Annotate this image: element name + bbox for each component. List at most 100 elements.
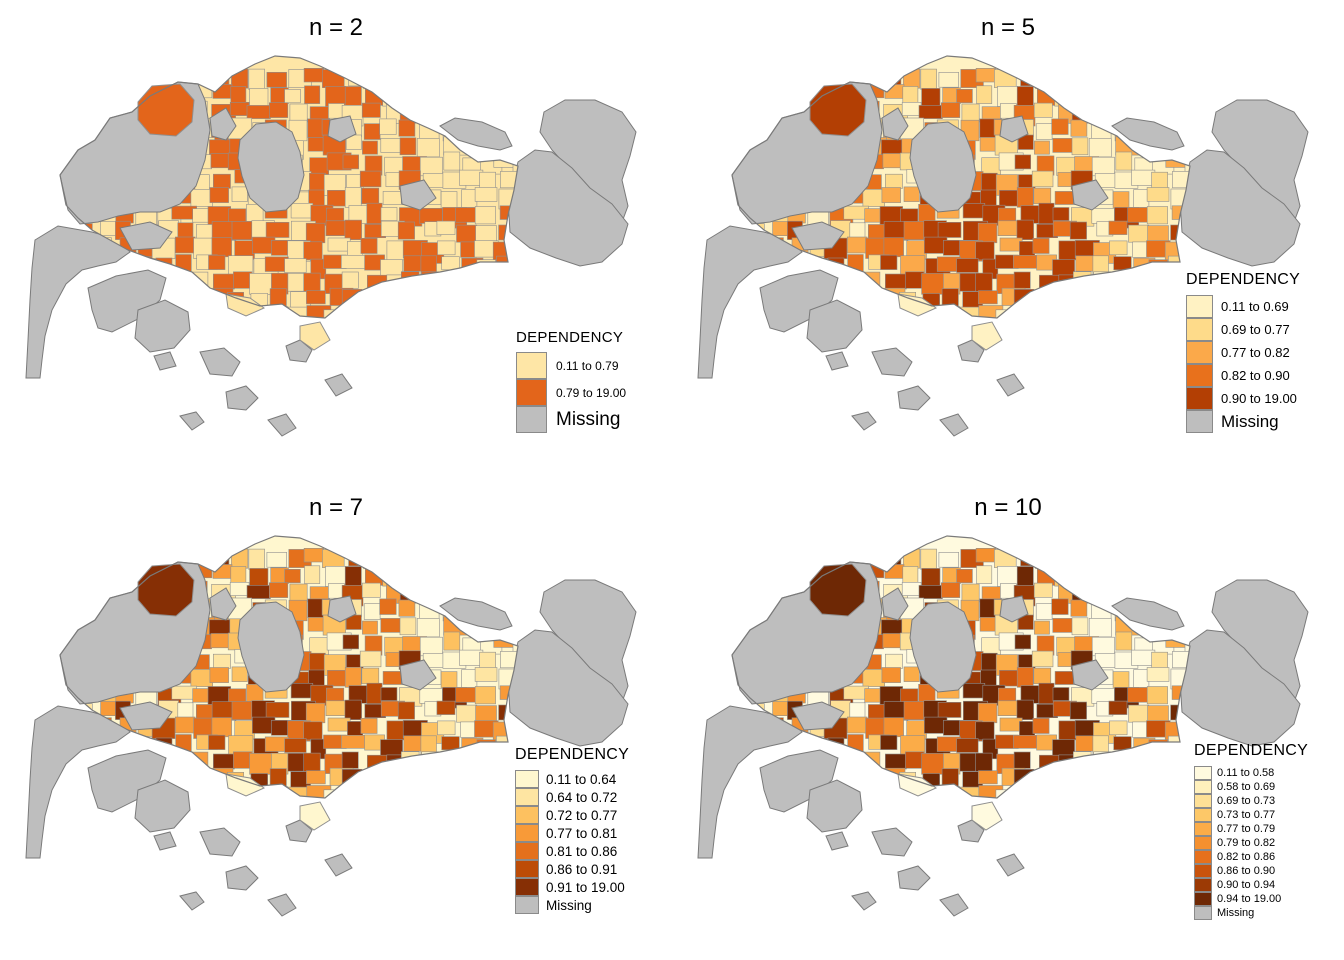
subzone [270, 306, 288, 318]
subzone [363, 788, 382, 798]
subzone [975, 752, 993, 772]
subzone [455, 207, 479, 223]
subzone [496, 255, 513, 273]
subzone [1092, 789, 1112, 798]
subzone [845, 755, 865, 771]
subzone [474, 187, 498, 202]
subzone [173, 275, 193, 291]
subzone [1038, 202, 1055, 224]
subzone [790, 67, 811, 83]
legend-label: 0.11 to 0.69 [1221, 299, 1289, 314]
subzone [1110, 309, 1135, 318]
missing-region [881, 107, 909, 141]
subzone [364, 289, 385, 308]
subzone [60, 305, 79, 318]
subzone [938, 805, 962, 818]
subzone [474, 206, 496, 225]
subzone [1052, 785, 1077, 798]
subzone [495, 307, 518, 318]
subzone [265, 222, 290, 238]
subzone [1168, 255, 1185, 273]
map-panel-n7: n = 7 DEPENDENCY 0.11 to 0.64 0.64 to 0.72… [0, 480, 672, 960]
subzone [462, 637, 481, 652]
legend-entry: 0.69 to 0.77 [1186, 318, 1300, 341]
legend-label: 0.77 to 0.81 [546, 825, 618, 841]
subzone [497, 549, 514, 571]
subzone [500, 327, 516, 344]
legend-swatch [515, 806, 539, 824]
missing-island [1111, 117, 1185, 151]
subzone [380, 687, 398, 701]
missing-region [999, 115, 1029, 143]
legend-label: 0.64 to 0.72 [546, 789, 618, 805]
subzone [1134, 157, 1153, 172]
legend-swatch [1186, 364, 1213, 387]
subzone [366, 202, 383, 224]
subzone [1035, 788, 1054, 798]
subzone [1112, 546, 1131, 564]
subzone [1091, 156, 1115, 177]
missing-island [806, 299, 863, 353]
subzone [1091, 328, 1108, 342]
subzone [1167, 106, 1190, 128]
subzone [363, 123, 381, 140]
subzone [868, 224, 886, 240]
subzone [60, 785, 79, 798]
subzone [1110, 789, 1135, 798]
subzone [268, 102, 289, 118]
subzone [920, 326, 939, 347]
subzone [478, 583, 496, 598]
subzone [436, 220, 456, 235]
subzone [1189, 601, 1190, 622]
subzone [424, 104, 444, 121]
subzone [747, 599, 767, 622]
subzone [246, 105, 271, 119]
subzone [1149, 566, 1175, 586]
legend-swatch [1194, 850, 1212, 864]
subzone [303, 721, 323, 741]
subzone [1093, 569, 1116, 590]
subzone [975, 548, 996, 563]
subzone [732, 305, 751, 318]
subzone [516, 84, 518, 100]
subzone [213, 653, 231, 669]
subzone [809, 83, 867, 137]
subzone [1128, 549, 1151, 569]
subzone [1127, 687, 1151, 703]
subzone [493, 565, 514, 588]
subzone [1016, 86, 1034, 108]
subzone [1070, 119, 1088, 137]
subzone [60, 137, 80, 152]
subzone [359, 650, 382, 668]
subzone [1146, 305, 1171, 318]
subzone [99, 88, 117, 110]
subzone [845, 275, 865, 291]
subzone [398, 119, 416, 137]
subzone [268, 582, 289, 598]
subzone [1169, 69, 1186, 91]
subzone [416, 138, 440, 158]
legend-entry: 0.86 to 0.91 [515, 860, 629, 878]
subzone [1071, 551, 1097, 573]
subzone [885, 653, 903, 669]
subzone [918, 105, 943, 119]
missing-region [507, 149, 629, 267]
subzone [732, 785, 751, 798]
missing-region [909, 601, 977, 693]
subzone [1153, 290, 1177, 308]
subzone [475, 552, 492, 569]
subzone [940, 582, 961, 598]
panel-title: n = 10 [974, 494, 1042, 521]
subzone [456, 704, 478, 723]
subzone [474, 686, 496, 705]
choropleth-map [25, 535, 637, 917]
subzone [1071, 617, 1089, 636]
subzone [903, 186, 920, 202]
legend-swatch [515, 896, 539, 914]
subzone [517, 601, 518, 622]
legend-label: 0.90 to 0.94 [1217, 879, 1276, 891]
subzone [1128, 224, 1150, 243]
subzone [976, 565, 993, 584]
subzone [361, 102, 381, 118]
subzone [1165, 565, 1186, 588]
